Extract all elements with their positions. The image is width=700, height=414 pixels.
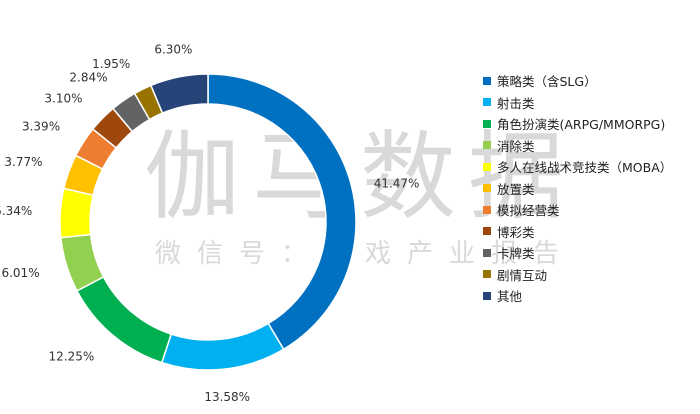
legend-swatch-3 [483,141,491,150]
slices [59,73,357,371]
slice-1 [160,322,285,371]
legend-item-1: 射击类 [483,92,672,114]
legend-label-4: 多人在线战术竞技类（MOBA） [497,160,673,176]
legend-item-5: 放置类 [483,178,672,200]
legend-swatch-6 [483,205,491,214]
legend-swatch-4 [483,162,491,171]
data-label-7: 3.10% [44,92,82,106]
legend-item-0: 策略类（含SLG） [483,70,672,92]
data-label-3: 6.01% [1,266,39,280]
legend-label-7: 博彩类 [497,224,535,240]
legend-item-4: 多人在线战术竞技类（MOBA） [483,156,672,178]
legend-swatch-8 [483,248,491,257]
data-label-4: 5.34% [0,204,32,218]
legend-swatch-0 [483,76,491,85]
legend-swatch-1 [483,98,491,107]
data-label-5: 3.77% [4,155,42,169]
legend-swatch-9 [483,270,491,279]
data-label-0: 41.47% [374,176,420,190]
legend-item-7: 博彩类 [483,221,672,243]
legend-label-1: 射击类 [497,95,535,111]
legend-item-3: 消除类 [483,135,672,157]
data-label-1: 13.58% [204,390,250,404]
slice-10 [149,73,209,115]
legend: 策略类（含SLG） 射击类角色扮演类(ARPG/MMORPG) 消除类多人在线战术竞… [483,70,672,307]
legend-swatch-5 [483,184,491,193]
watermark-sub: 微信号：游戏产业报告 [155,239,575,269]
legend-label-5: 放置类 [497,181,535,197]
legend-item-6: 模拟经营类 [483,199,672,221]
data-label-10: 6.30% [154,42,192,56]
legend-label-9: 剧情互动 [497,267,548,283]
legend-label-8: 卡牌类 [497,246,535,262]
data-label-2: 12.25% [49,349,95,363]
legend-swatch-2 [483,119,491,128]
legend-swatch-10 [483,291,491,300]
data-label-8: 2.84% [69,71,107,85]
data-labels: 41.47% 13.58% 12.25% 6.01% 5.34% 3.77% 3.39% 3.… [0,42,420,404]
data-label-9: 1.95% [92,57,130,71]
slice-0 [207,73,357,351]
legend-label-10: 其他 [497,289,523,305]
legend-swatch-7 [483,227,491,236]
slice-4 [59,187,94,239]
legend-label-6: 模拟经营类 [497,203,560,219]
legend-label-2: 角色扮演类(ARPG/MMORPG) [497,117,666,133]
legend-item-2: 角色扮演类(ARPG/MMORPG) [483,113,672,135]
data-label-6: 3.39% [22,120,60,134]
legend-label-3: 消除类 [497,138,535,154]
legend-item-8: 卡牌类 [483,242,672,264]
legend-item-10: 其他 [483,285,672,307]
legend-item-9: 剧情互动 [483,264,672,286]
legend-label-0: 策略类（含SLG） [497,74,597,90]
